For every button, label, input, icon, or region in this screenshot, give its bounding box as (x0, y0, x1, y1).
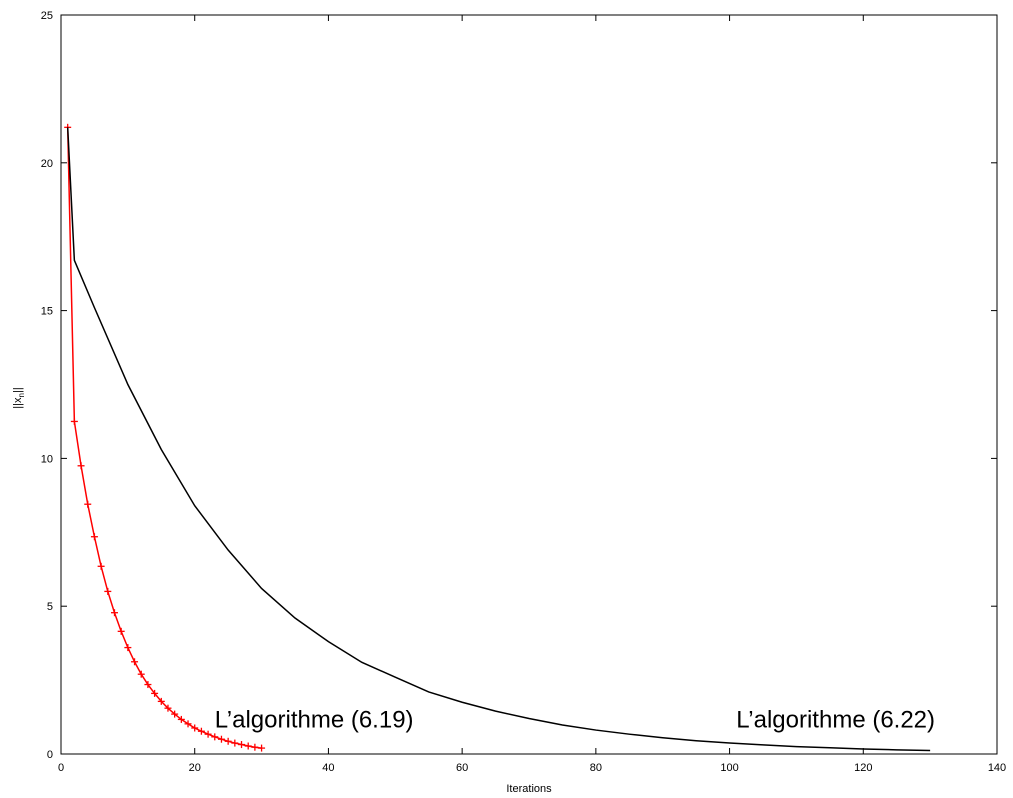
x-tick-label: 120 (854, 762, 872, 774)
series-line (66, 127, 931, 752)
y-tick-label: 0 (47, 749, 53, 761)
data-point (90, 533, 98, 541)
x-tick-label: 0 (58, 762, 64, 774)
data-point (251, 743, 259, 751)
y-tick-label: 25 (41, 10, 53, 22)
data-point (204, 730, 212, 738)
data-point (238, 741, 246, 749)
data-point (117, 627, 125, 635)
plot-frame (60, 14, 998, 755)
data-point (131, 658, 139, 666)
annotation-layer: L’algorithme (6.19) L’algorithme (6.22) (215, 706, 935, 733)
axis-ticks: 0 20 40 60 80 100 120 140 0 5 10 15 20 25 (41, 10, 1006, 774)
data-point (97, 562, 105, 570)
data-point (191, 724, 199, 732)
data-point (258, 744, 266, 752)
x-tick-label: 40 (322, 762, 334, 774)
data-point (144, 681, 152, 689)
data-point (124, 644, 132, 652)
x-tick-label: 60 (456, 762, 468, 774)
data-point (164, 704, 172, 712)
data-point (84, 500, 92, 508)
annotation-label: L’algorithme (6.19) (215, 706, 414, 733)
y-axis-label: ||xn|| (12, 387, 26, 408)
y-axis-label-subscript: n (17, 393, 26, 397)
data-point (224, 737, 232, 745)
x-axis-label: Iterations (506, 783, 552, 795)
y-tick-label: 15 (41, 306, 53, 318)
data-point (244, 742, 252, 750)
y-axis-label-group: ||xn|| (12, 387, 26, 408)
data-point (70, 417, 78, 425)
x-tick-label: 20 (189, 762, 201, 774)
series-line (66, 127, 262, 749)
data-point (231, 739, 239, 747)
data-point (217, 735, 225, 743)
data-point (137, 670, 145, 678)
data-point (171, 710, 179, 718)
data-point (77, 462, 85, 470)
data-point (177, 715, 185, 723)
x-tick-label: 140 (988, 762, 1006, 774)
series-1 (64, 123, 266, 752)
data-point (184, 720, 192, 728)
annotation-label: L’algorithme (6.22) (736, 706, 935, 733)
data-point (157, 697, 165, 705)
data-point (151, 689, 159, 697)
series-layer (64, 123, 931, 752)
y-tick-label: 5 (47, 601, 53, 613)
data-point (211, 733, 219, 741)
series-2 (66, 127, 931, 752)
x-tick-label: 80 (590, 762, 602, 774)
data-point (197, 727, 205, 735)
y-tick-label: 20 (41, 158, 53, 170)
x-tick-label: 100 (720, 762, 738, 774)
y-tick-label: 10 (41, 453, 53, 465)
y-axis-label-end: || (12, 387, 24, 393)
data-point (110, 609, 118, 617)
data-point (104, 587, 112, 595)
